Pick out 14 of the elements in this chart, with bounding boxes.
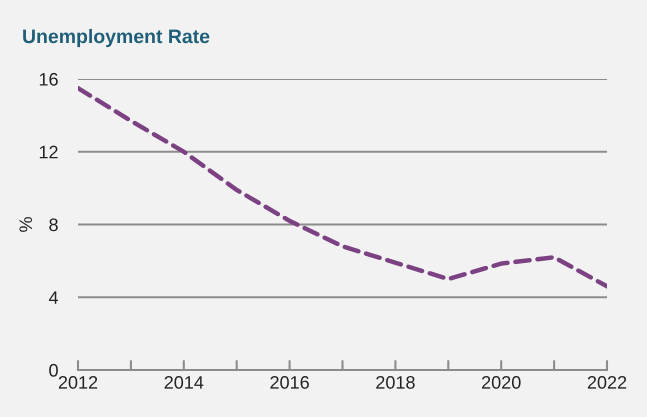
x-tick-label: 2016 [270, 376, 309, 389]
y-tick-label: 16 [40, 72, 58, 86]
y-axis-title: % [19, 217, 32, 232]
x-tick-label: 2014 [164, 376, 204, 389]
x-tick-label: 2018 [376, 376, 415, 389]
x-tick-label: 2012 [58, 376, 98, 389]
y-tick-label: 4 [48, 291, 58, 304]
y-tick-label: 12 [40, 146, 58, 158]
y-tick-label: 8 [49, 218, 58, 232]
x-tick-label: 2020 [482, 376, 521, 389]
x-tick-label: 2022 [588, 376, 626, 389]
y-tick-label: 0 [49, 364, 58, 377]
line-series [78, 86, 607, 289]
chart-title: Unemployment Rate [23, 28, 210, 48]
